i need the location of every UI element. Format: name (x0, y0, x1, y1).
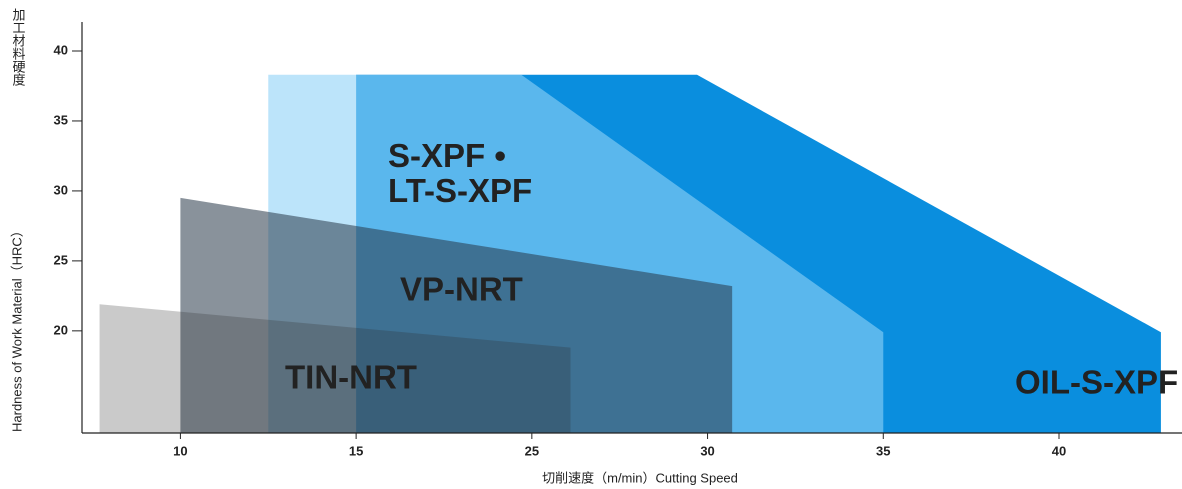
x-tick-label: 35 (876, 443, 890, 458)
y-tick-label: 20 (54, 322, 68, 337)
region (180, 197, 733, 433)
x-tick-label: 30 (700, 443, 714, 458)
region-label: S-XPF • LT-S-XPF (388, 137, 532, 209)
region-label: VP-NRT (400, 271, 523, 308)
region (99, 304, 571, 433)
x-axis-label: 切削速度（m/min）Cutting Speed (542, 470, 738, 485)
y-tick-label: 35 (54, 112, 68, 127)
x-tick-label: 25 (525, 443, 539, 458)
region-label: OIL-S-XPF (1015, 364, 1178, 401)
region-label: TIN-NRT (285, 359, 417, 396)
y-axis-label-en: Hardness of Work Material（HRC） (9, 224, 24, 432)
y-tick-label: 40 (54, 42, 68, 57)
x-tick-label: 10 (173, 443, 187, 458)
y-tick-label: 25 (54, 252, 68, 267)
y-axis-label-ja: 加工材料硬度 (11, 8, 26, 86)
y-tick-label: 30 (54, 182, 68, 197)
x-tick-label: 15 (349, 443, 363, 458)
x-tick-label: 40 (1052, 443, 1066, 458)
